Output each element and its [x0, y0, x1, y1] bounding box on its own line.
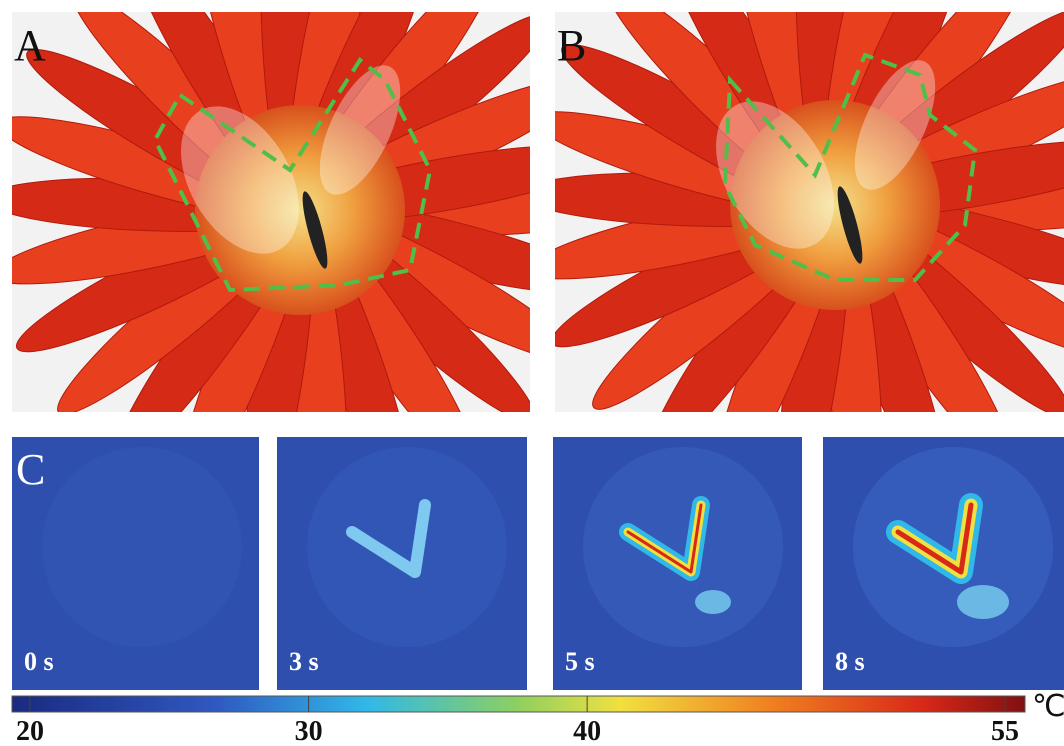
figure: A B 0 s 3 s 5 s 8 s C ℃ 20 30 40 55: [0, 0, 1064, 746]
flower-glow: [307, 447, 507, 647]
time-label: 8 s: [835, 647, 865, 676]
colorbar-tick-label: 40: [573, 716, 601, 746]
time-label: 0 s: [24, 647, 54, 676]
thermal-frames: 0 s 3 s 5 s 8 s: [12, 437, 1064, 690]
colorbar-tick-label: 55: [991, 716, 1019, 746]
colorbar-tick-label: 20: [16, 716, 44, 746]
time-label: 3 s: [289, 647, 319, 676]
panel-label: B: [557, 21, 586, 70]
flower-glow: [583, 447, 783, 647]
colorbar-tick-label: 30: [295, 716, 323, 746]
heat-spot: [957, 585, 1009, 619]
flower-glow: [42, 447, 242, 647]
heat-spot: [695, 590, 731, 614]
time-label: 5 s: [565, 647, 595, 676]
panel-label: A: [14, 21, 46, 70]
colorbar: [12, 696, 1025, 712]
colorbar-unit: ℃: [1032, 690, 1064, 723]
panel-label: C: [16, 445, 45, 494]
